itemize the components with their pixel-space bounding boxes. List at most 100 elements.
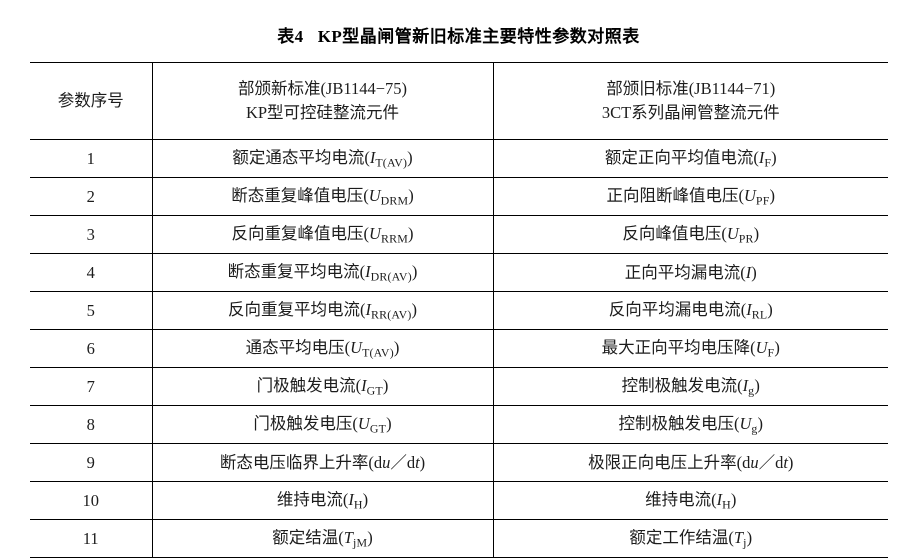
new-param-1-close-paren: ) xyxy=(407,147,413,167)
old-param-8-symbol: U xyxy=(739,413,752,433)
old-param-2-subscript: PF xyxy=(755,193,770,208)
new-param-11-symbol: T xyxy=(343,527,353,547)
old-param-5-subscript: RL xyxy=(751,307,768,322)
old-param-2-close-paren: ) xyxy=(769,185,776,205)
row-index-cell: 3 xyxy=(30,215,153,254)
table-row: 7 门极触发电流(IGT) 控制极触发电流(Ig) xyxy=(30,367,888,406)
table-row: 4 断态重复平均电流(IDR(AV)) 正向平均漏电流(I) xyxy=(30,253,888,292)
table-row: 9 断态电压临界上升率(du／dt) 极限正向电压上升率(du／dt) xyxy=(30,443,888,482)
new-param-2-text: 断态重复峰值电压( xyxy=(231,185,369,205)
row-index-cell: 1 xyxy=(30,139,153,178)
old-param-2-text: 正向阻断峰值电压( xyxy=(606,185,744,205)
row-index-cell: 4 xyxy=(30,253,153,292)
old-standard-parameter-cell: 极限正向电压上升率(du／dt) xyxy=(493,443,888,482)
old-param-7-symbol: I xyxy=(742,375,749,395)
old-param-7-text: 控制极触发电流( xyxy=(621,375,743,395)
new-param-8-text: 门极触发电压( xyxy=(253,413,358,433)
new-param-2-symbol: U xyxy=(368,185,381,205)
new-param-8-close-paren: ) xyxy=(386,413,392,433)
new-standard-parameter-cell: 反向重复峰值电压(URRM) xyxy=(152,215,494,254)
old-param-10-symbol: I xyxy=(716,489,723,509)
old-param-1-text: 额定正向平均值电流( xyxy=(604,147,759,167)
new-param-3-subscript: RRM xyxy=(380,231,408,246)
new-param-2-close-paren: ) xyxy=(408,185,414,205)
old-standard-parameter-cell: 额定工作结温(Tj) xyxy=(493,519,888,558)
row-index-cell: 8 xyxy=(30,405,153,444)
new-param-4-symbol: I xyxy=(365,261,371,281)
row-index-cell: 7 xyxy=(30,367,153,406)
table-header-row: 参数序号 部颁新标准(JB1144−75) KP型可控硅整流元件 部颁旧标准(J… xyxy=(30,62,888,140)
table-caption-text: KP型晶闸管新旧标准主要特性参数对照表 xyxy=(317,27,640,46)
old-param-11-subscript: j xyxy=(743,535,747,550)
old-param-11-close-paren: ) xyxy=(746,527,753,547)
table-row: 3 反向重复峰值电压(URRM) 反向峰值电压(UPR) xyxy=(30,215,888,254)
old-standard-parameter-cell: 最大正向平均电压降(UF) xyxy=(493,329,888,368)
new-standard-parameter-cell: 反向重复平均电流(IRR(AV)) xyxy=(152,291,494,330)
table-row: 8 门极触发电压(UGT) 控制极触发电压(Ug) xyxy=(30,405,888,444)
header-cell-index: 参数序号 xyxy=(30,62,153,140)
new-param-2-subscript: DRM xyxy=(380,193,409,208)
old-param-11-text: 额定工作结温( xyxy=(629,527,734,547)
new-param-9-close-paren: ) xyxy=(419,452,426,472)
old-param-3-symbol: U xyxy=(726,223,739,243)
old-param-7-subscript: g xyxy=(748,383,755,398)
old-param-5-text: 反向平均漏电电流( xyxy=(608,299,747,319)
table-row: 5 反向重复平均电流(IRR(AV)) 反向平均漏电电流(IRL) xyxy=(30,291,888,330)
old-param-4-text: 正向平均漏电流( xyxy=(624,262,746,282)
old-param-6-close-paren: ) xyxy=(774,337,780,357)
table-caption-label: 表4 xyxy=(277,27,304,46)
row-index-cell: 11 xyxy=(30,519,153,558)
table-row: 10 维持电流(IH) 维持电流(IH) xyxy=(30,481,888,520)
old-standard-parameter-cell: 正向平均漏电流(I) xyxy=(493,253,888,292)
comparison-table-wrapper: 参数序号 部颁新标准(JB1144−75) KP型可控硅整流元件 部颁旧标准(J… xyxy=(30,62,888,558)
row-index-cell: 2 xyxy=(30,177,153,216)
old-param-5-symbol: I xyxy=(746,299,752,319)
old-param-8-close-paren: ) xyxy=(757,413,764,433)
old-param-5-close-paren: ) xyxy=(767,299,773,319)
new-standard-parameter-cell: 维持电流(IH) xyxy=(152,481,494,520)
header-index-label: 参数序号 xyxy=(57,91,124,111)
new-param-4-text: 断态重复平均电流( xyxy=(227,261,366,281)
old-standard-parameter-cell: 额定正向平均值电流(IF) xyxy=(493,139,888,178)
new-standard-parameter-cell: 通态平均电压(UT(AV)) xyxy=(152,329,494,368)
old-param-10-subscript: H xyxy=(722,497,731,512)
new-param-11-close-paren: ) xyxy=(367,527,373,547)
table-caption: 表4 KP型晶闸管新旧标准主要特性参数对照表 xyxy=(0,22,917,47)
new-param-10-close-paren: ) xyxy=(362,489,369,509)
new-param-8-subscript: GT xyxy=(369,421,387,436)
new-param-5-close-paren: ) xyxy=(411,299,418,319)
row-index-cell: 5 xyxy=(30,291,153,330)
row-index-cell: 10 xyxy=(30,481,153,520)
old-param-9-close-paren: ) xyxy=(787,452,794,472)
old-param-1-symbol: I xyxy=(758,147,765,167)
new-param-1-symbol: I xyxy=(369,147,376,167)
new-param-3-text: 反向重复峰值电压( xyxy=(231,223,370,243)
old-param-6-symbol: U xyxy=(755,337,768,357)
old-standard-parameter-cell: 反向峰值电压(UPR) xyxy=(493,215,888,254)
new-standard-parameter-cell: 门极触发电流(IGT) xyxy=(152,367,494,406)
new-standard-parameter-cell: 断态重复峰值电压(UDRM) xyxy=(152,177,494,216)
old-param-3-text: 反向峰值电压( xyxy=(622,223,727,243)
new-param-4-subscript: DR(AV) xyxy=(370,269,412,284)
old-param-1-subscript: F xyxy=(764,155,772,170)
new-param-9-rate-symbol: du／dt xyxy=(373,452,420,472)
new-standard-parameter-cell: 断态重复平均电流(IDR(AV)) xyxy=(152,253,494,292)
old-param-8-text: 控制极触发电压( xyxy=(618,413,740,433)
table-row: 11 额定结温(TjM) 额定工作结温(Tj) xyxy=(30,519,888,558)
header-new-standard-line2: KP型可控硅整流元件 xyxy=(245,103,400,122)
new-param-1-text: 额定通态平均电流( xyxy=(232,147,370,167)
new-param-11-text: 额定结温( xyxy=(272,527,344,547)
old-param-3-subscript: PR xyxy=(738,231,754,246)
new-standard-parameter-cell: 额定结温(TjM) xyxy=(152,519,494,558)
new-param-6-symbol: U xyxy=(350,337,363,357)
new-param-6-text: 通态平均电压( xyxy=(245,337,351,357)
new-param-7-subscript: GT xyxy=(366,383,383,398)
new-param-8-symbol: U xyxy=(357,413,370,433)
new-param-3-symbol: U xyxy=(369,223,381,243)
old-param-11-symbol: T xyxy=(733,527,744,547)
header-cell-new-standard: 部颁新标准(JB1144−75) KP型可控硅整流元件 xyxy=(152,62,494,140)
old-param-9-rate-symbol: du／dt xyxy=(742,452,788,472)
old-standard-parameter-cell: 维持电流(IH) xyxy=(493,481,888,520)
comparison-table: 参数序号 部颁新标准(JB1144−75) KP型可控硅整流元件 部颁旧标准(J… xyxy=(30,62,888,558)
